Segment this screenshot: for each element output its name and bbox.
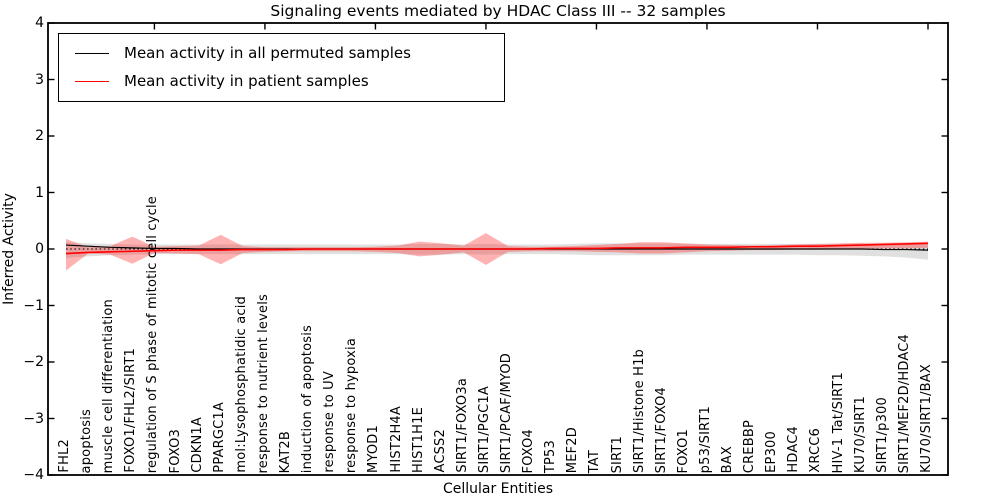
x-tick-label: FHL2 xyxy=(57,439,72,473)
x-tick-label: FOXO1/FHL2/SIRT1 xyxy=(123,348,139,473)
y-tick-label: −1 xyxy=(23,297,44,314)
x-tick-label: SIRT1/MEF2D/HDAC4 xyxy=(896,333,912,473)
y-tick-label: 2 xyxy=(35,128,44,144)
x-tick-label: EP300 xyxy=(764,431,780,473)
x-tick-label: SIRT1/FOXO4 xyxy=(653,386,669,473)
x-tick-label: ACSS2 xyxy=(432,429,448,473)
x-tick-label: muscle cell differentiation xyxy=(101,298,117,473)
y-tick-label: −3 xyxy=(23,410,44,427)
x-tick-label: KU70/SIRT1/BAX xyxy=(919,364,934,473)
x-tick-label: mol:Lysophosphatidic acid xyxy=(233,296,249,473)
y-tick-label: 4 xyxy=(35,15,44,31)
x-tick-label: HDAC4 xyxy=(786,426,802,473)
x-tick-label: HIV-1 Tat/SIRT1 xyxy=(830,371,846,473)
x-tick-label: response to hypoxia xyxy=(344,337,360,473)
x-tick-label: MEF2D xyxy=(565,426,581,473)
patient-activity-band xyxy=(66,233,928,271)
permuted-line-swatch-icon xyxy=(75,52,109,54)
x-tick-label: SIRT1/p300 xyxy=(874,397,890,473)
legend-label-permuted: Mean activity in all permuted samples xyxy=(124,44,411,62)
y-tick-label: 1 xyxy=(35,184,44,201)
x-tick-label: HIST2H4A xyxy=(388,406,404,473)
patient-line-swatch-icon xyxy=(75,80,109,82)
x-tick-label: HIST1H1E xyxy=(410,407,426,473)
x-tick-label: p53/SIRT1 xyxy=(697,405,713,473)
chart-title: Signaling events mediated by HDAC Class … xyxy=(270,2,726,20)
x-tick-label: TP53 xyxy=(543,439,559,473)
x-tick-label: induction of apoptosis xyxy=(300,324,316,473)
x-tick-label: SIRT1/Histone H1b xyxy=(631,348,647,473)
x-tick-label: MYOD1 xyxy=(366,425,382,473)
legend: Mean activity in all permuted samples Me… xyxy=(58,33,505,102)
x-tick-label: BAX xyxy=(720,445,736,473)
x-tick-label: FOXO1 xyxy=(675,428,691,473)
x-axis-label: Cellular Entities xyxy=(442,481,554,497)
legend-entry-permuted: Mean activity in all permuted samples xyxy=(59,39,504,67)
x-tick-label: SIRT1/PGC1A xyxy=(476,385,492,473)
y-tick-label: −4 xyxy=(23,467,44,483)
x-tick-label: PPARGC1A xyxy=(211,402,227,473)
legend-label-patient: Mean activity in patient samples xyxy=(124,72,369,90)
x-tick-label: response to nutrient levels xyxy=(255,293,271,473)
x-tick-label: FOXO4 xyxy=(521,428,537,473)
x-tick-label: KU70/SIRT1 xyxy=(852,396,868,473)
x-tick-label: SIRT1 xyxy=(609,435,625,473)
x-tick-label: TAT xyxy=(587,449,603,473)
x-tick-label: FOXO3 xyxy=(167,428,183,473)
x-tick-label: CREBBP xyxy=(742,419,758,473)
x-tick-label: SIRT1/PCAF/MYOD xyxy=(499,352,515,473)
x-tick-label: KAT2B xyxy=(278,430,294,473)
x-tick-label: regulation of S phase of mitotic cell cy… xyxy=(145,195,161,473)
y-axis-label: Inferred Activity xyxy=(1,193,17,305)
y-tick-label: −2 xyxy=(23,354,44,370)
patient-mean-line xyxy=(65,242,929,255)
x-tick-label: SIRT1/FOXO3a xyxy=(454,378,470,473)
legend-entry-patient: Mean activity in patient samples xyxy=(59,67,504,95)
y-tick-label: 3 xyxy=(35,71,44,88)
y-tick-label: 0 xyxy=(35,241,44,257)
x-tick-label: CDKN1A xyxy=(189,417,205,473)
x-tick-label: response to UV xyxy=(322,371,338,473)
x-tick-label: XRCC6 xyxy=(808,428,824,473)
x-tick-label: apoptosis xyxy=(79,408,95,473)
